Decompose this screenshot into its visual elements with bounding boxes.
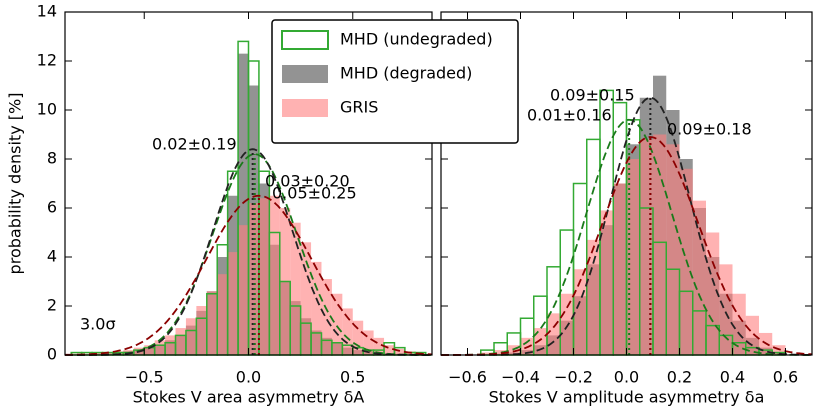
legend-swatch — [282, 99, 328, 117]
histogram-bar — [217, 274, 228, 355]
histogram-bar — [165, 335, 176, 355]
histogram-bar — [238, 225, 249, 355]
histogram-bar — [185, 318, 197, 355]
x-tick-label: −0.5 — [125, 368, 164, 387]
y-tick-label: 6 — [47, 198, 57, 217]
histogram-bar — [311, 261, 322, 355]
histogram-bar — [196, 306, 207, 355]
histogram-bar — [248, 203, 259, 355]
histogram-bar — [154, 340, 166, 355]
legend-label: MHD (undegraded) — [340, 30, 493, 49]
histogram-bar — [653, 134, 667, 355]
histogram-bar — [706, 232, 720, 355]
histogram-bar — [719, 264, 733, 355]
panel: 0.03±0.20 0.02±0.19 0.05±0.25 −0.5 0.0 0.5 0 2 4… — [6, 2, 433, 407]
legend-frame — [271, 19, 519, 144]
legend: MHD (undegraded) MHD (degraded) GRIS — [271, 19, 519, 144]
x-tick-label: −0.4 — [501, 368, 540, 387]
histogram-bar — [331, 293, 343, 355]
histogram-bar — [269, 195, 280, 355]
fit-label: 0.03±0.20 — [265, 172, 350, 191]
y-tick-label: 12 — [37, 51, 57, 70]
histogram-bar — [745, 315, 759, 355]
x-tick-label: 0.0 — [236, 368, 261, 387]
x-tick-label: 0.2 — [667, 368, 692, 387]
x-tick-label: 0.5 — [340, 368, 365, 387]
histogram-bar — [290, 222, 301, 355]
legend-label: GRIS — [340, 98, 378, 117]
x-tick-label: 0.0 — [614, 368, 639, 387]
histogram-bar — [342, 308, 353, 355]
panel: 0.01±0.160.09±0.15 0.09±0.18 −0.6 −0.4 −0.2 0… — [440, 11, 813, 407]
histogram-bar — [227, 252, 239, 355]
legend-label: MHD (degraded) — [340, 64, 472, 83]
x-axis-label: Stokes V area asymmetry δA — [133, 388, 365, 407]
fit-label: 0.05±0.25 — [272, 184, 357, 203]
histogram-bar — [666, 144, 680, 355]
histogram-bar — [480, 352, 494, 355]
histogram-bar — [258, 198, 270, 355]
annotation: 3.0σ — [80, 315, 116, 334]
histogram-bar — [92, 352, 103, 355]
legend-swatch — [282, 65, 328, 83]
histogram-bar — [560, 293, 574, 355]
histogram-bar — [494, 350, 508, 355]
histogram-bar — [394, 348, 405, 355]
legend-swatch — [281, 30, 329, 50]
histogram-bar — [238, 53, 249, 356]
y-tick-label: 14 — [37, 2, 57, 21]
x-tick-label: −0.6 — [448, 368, 487, 387]
fit-curve — [441, 136, 813, 356]
fit-curve — [65, 148, 432, 356]
histogram-bar — [586, 239, 600, 355]
histogram-bar — [373, 337, 385, 355]
histogram-bar — [300, 242, 312, 355]
fit-label: 0.09±0.18 — [667, 120, 752, 139]
histogram-bar — [321, 279, 332, 355]
y-tick-label: 4 — [47, 247, 57, 266]
fit-label: 0.09±0.15 — [550, 86, 635, 105]
fit-label: 0.02±0.19 — [152, 135, 237, 154]
histogram-bar — [547, 313, 561, 355]
x-tick-label: 0.6 — [773, 368, 798, 387]
histogram-bar — [533, 328, 547, 355]
y-tick-label: 0 — [47, 345, 57, 364]
x-tick-label: −0.2 — [554, 368, 593, 387]
histogram-bar — [639, 139, 653, 355]
histogram-bar — [363, 330, 374, 355]
histogram-bar — [175, 328, 186, 355]
x-tick-label: 0.4 — [720, 368, 745, 387]
histogram-bar — [613, 183, 627, 355]
fit-curve — [441, 118, 812, 356]
x-axis-label: Stokes V amplitude asymmetry δa — [489, 388, 765, 407]
histogram-bar — [352, 320, 364, 355]
histogram-bar — [732, 293, 746, 355]
histogram-bar — [144, 345, 155, 355]
histogram-bar — [692, 200, 706, 355]
fit-curve — [65, 194, 433, 356]
histogram-bar — [384, 345, 395, 355]
y-axis-label: probability density [%] — [6, 93, 25, 275]
fit-label: 0.01±0.16 — [527, 106, 612, 125]
histogram-bar — [206, 291, 218, 355]
histogram-bar — [600, 210, 614, 355]
y-tick-label: 8 — [47, 149, 57, 168]
y-tick-label: 10 — [37, 100, 57, 119]
y-tick-label: 2 — [47, 296, 57, 315]
